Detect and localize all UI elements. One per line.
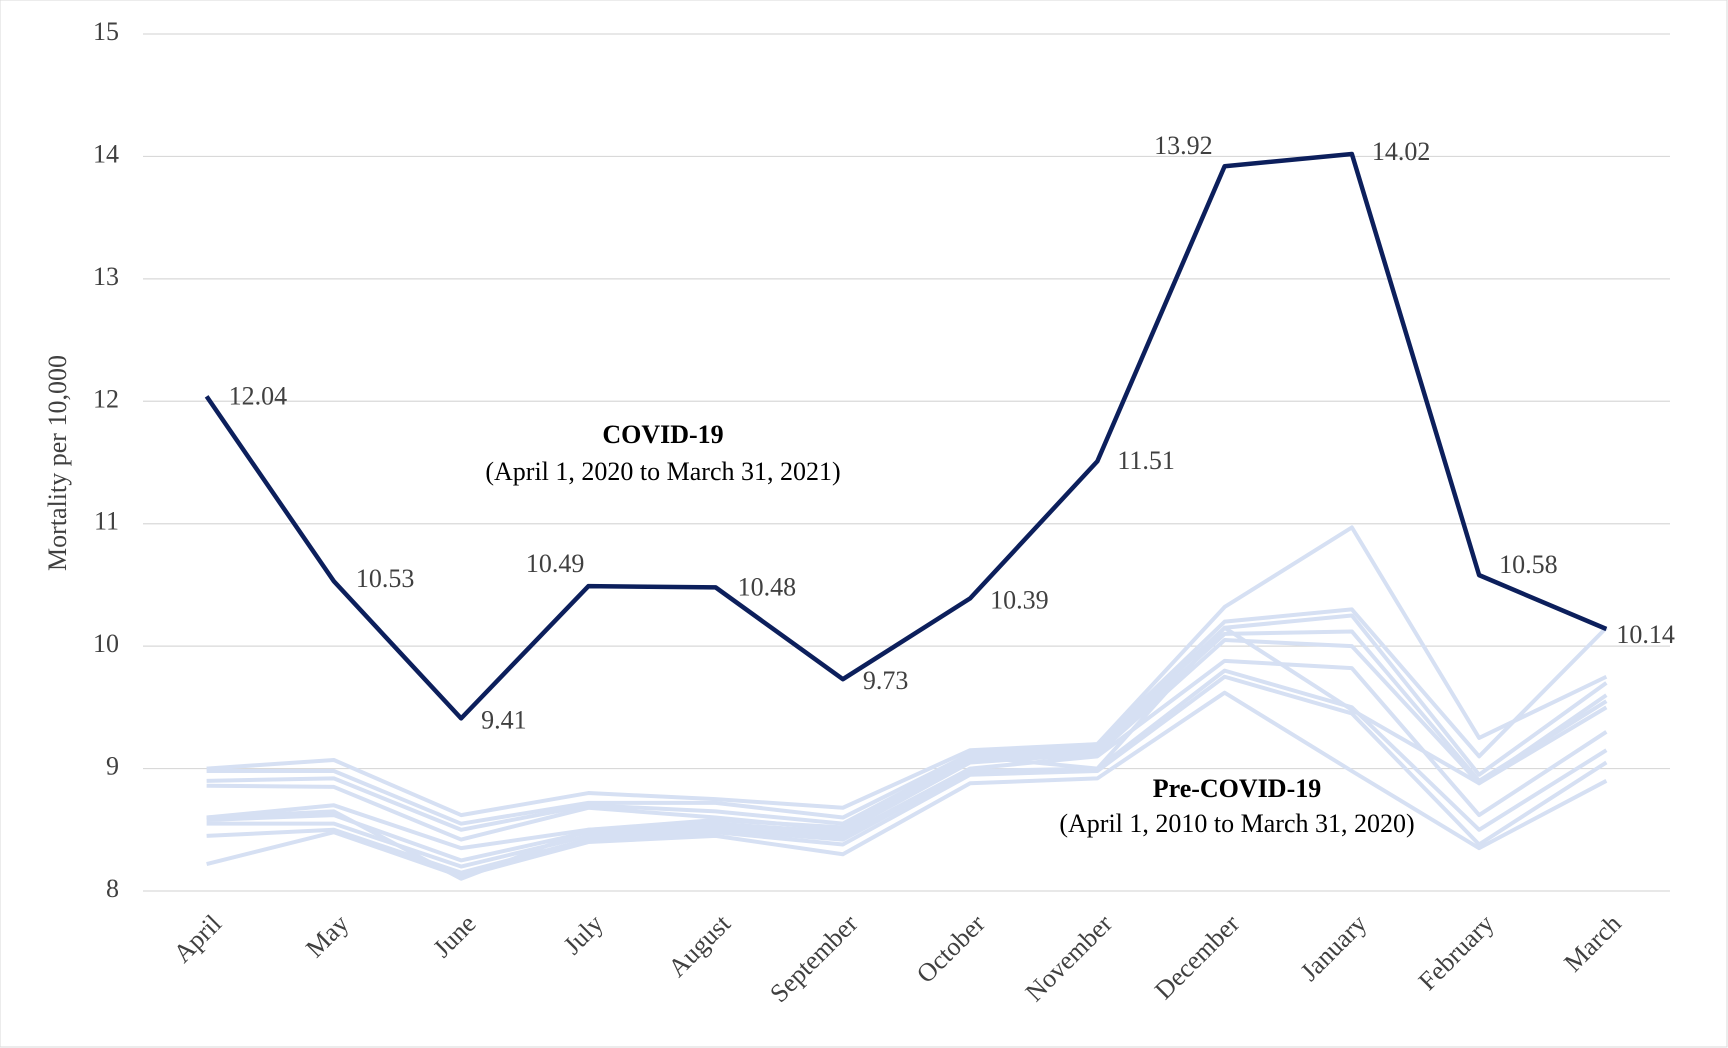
data-label: 11.51 [1117,446,1175,475]
series-line [206,607,1608,826]
data-label: 13.92 [1154,131,1213,160]
y-tick-label: 9 [106,752,119,781]
y-tick-label: 8 [106,874,119,903]
y-tick-label: 11 [94,507,119,536]
data-label: 10.39 [990,585,1049,614]
series-line [206,658,1608,863]
annotation-subtitle: (April 1, 2020 to March 31, 2021) [485,457,840,486]
data-label: 14.02 [1372,137,1431,166]
series-line [206,525,1608,818]
series-line [204,151,1608,721]
series-line [206,668,1608,869]
y-tick-label: 13 [93,262,119,291]
annotation-subtitle: (April 1, 2010 to March 31, 2020) [1059,809,1414,838]
y-tick-label: 10 [93,629,119,658]
data-label: 12.04 [229,381,288,410]
y-tick-label: 14 [93,139,119,168]
series-line [206,629,1608,842]
data-label: 9.41 [481,705,527,734]
series-line [206,638,1608,851]
data-label: 10.53 [356,564,415,593]
y-tick-label: 15 [93,17,119,46]
data-label: 10.48 [738,572,797,601]
data-label: 9.73 [863,666,909,695]
annotation-title: Pre-COVID-19 [1153,774,1321,803]
y-axis-title: Mortality per 10,000 [43,355,72,571]
data-label: 10.14 [1616,620,1675,649]
series-line [206,625,1608,881]
data-label: 10.58 [1499,550,1558,579]
annotation-title: COVID-19 [602,420,723,449]
y-tick-label: 12 [93,384,119,413]
data-label: 10.49 [526,549,585,578]
